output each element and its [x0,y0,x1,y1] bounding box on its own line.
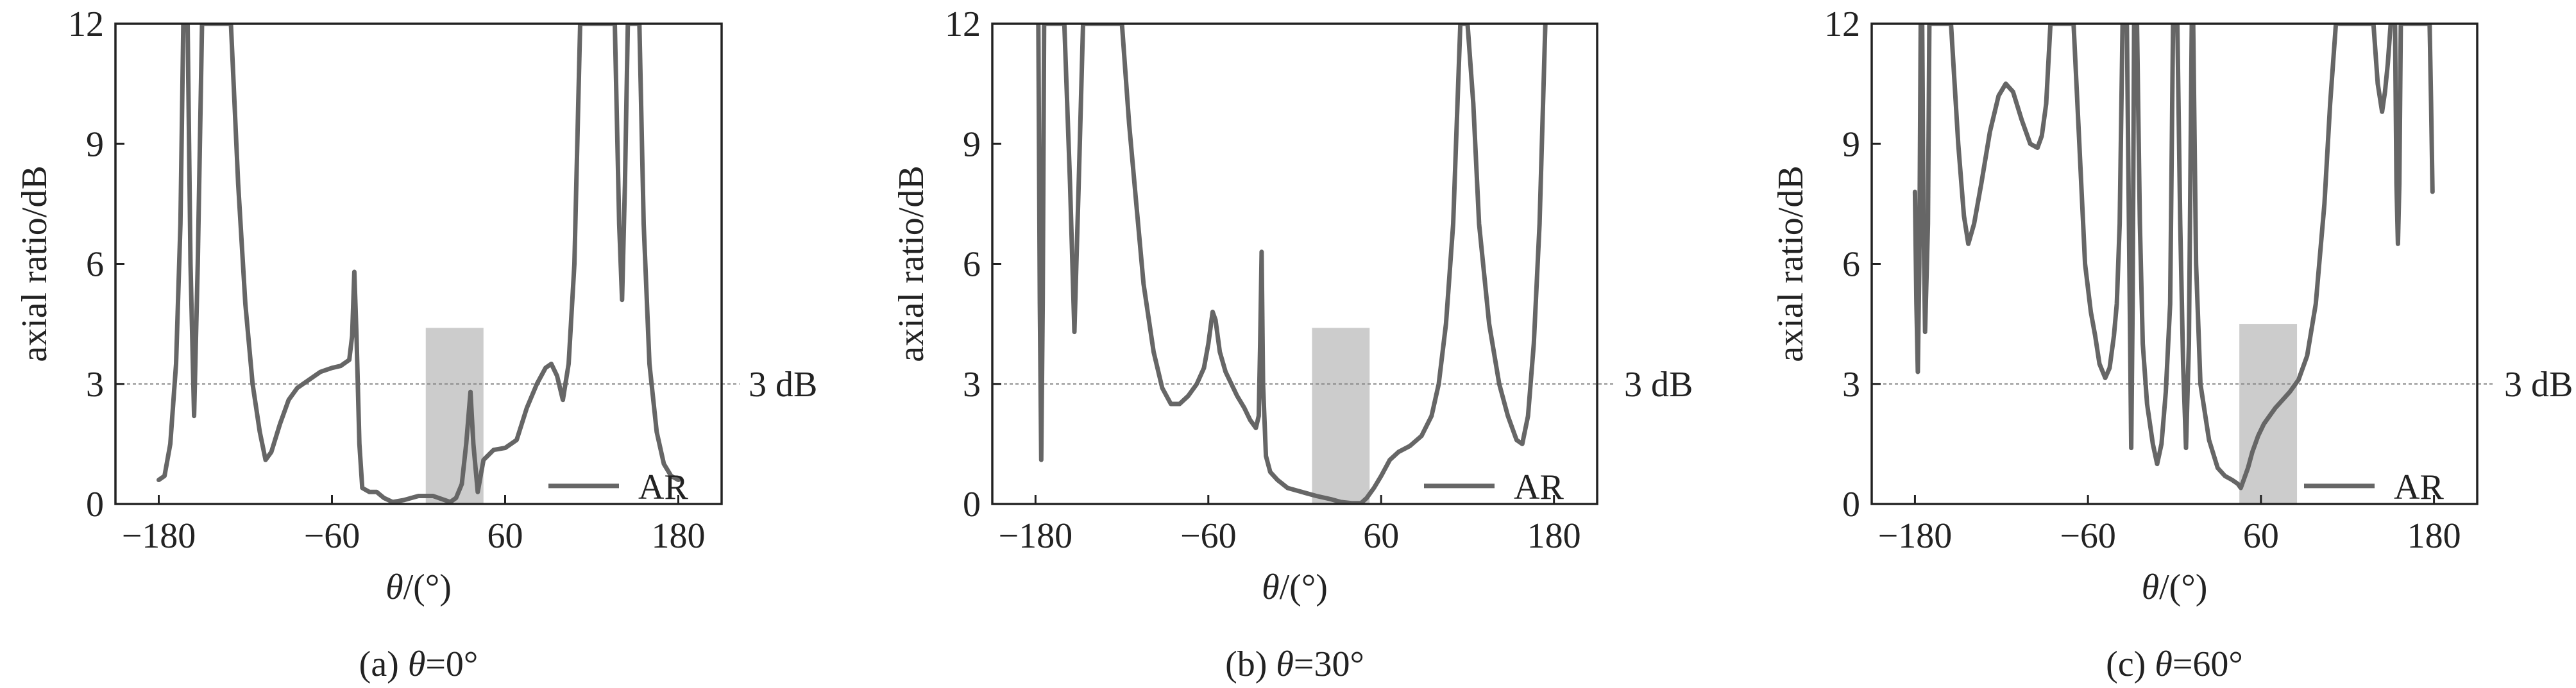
y-tick-label: 0 [86,485,104,524]
x-axis-label: θ/(°) [386,567,452,607]
x-axis-label: θ/(°) [2142,567,2208,607]
x-tick-label: 180 [2407,516,2461,556]
panel-caption: (a) θ=0° [359,644,479,684]
reference-line-label: 3 dB [2504,365,2573,405]
y-tick-label: 0 [963,485,981,524]
x-tick-label: 180 [652,516,706,556]
x-tick-label: 60 [2243,516,2279,556]
y-tick-label: 3 [963,365,981,405]
panel-caption: (b) θ=30° [1225,644,1364,684]
x-tick-label: −180 [1878,516,1953,556]
chart-panel-2: 3 dB −180 −60 60 180 0 3 6 9 12 axial ratio/dB θ/(°… [892,4,1693,684]
series-line-ar [1912,24,2435,491]
y-axis-label: axial ratio/dB [892,165,931,362]
legend-label: AR [638,467,688,507]
x-tick-label: −60 [304,516,360,556]
reference-line-label: 3 dB [1624,365,1693,405]
panel-caption: (c) θ=60° [2106,644,2243,684]
y-axis-label: axial ratio/dB [15,165,55,362]
x-tick-label: −60 [1180,516,1237,556]
highlight-band [1312,328,1370,504]
legend-label: AR [2394,467,2444,507]
y-tick-label: 9 [1842,124,1860,164]
x-tick-label: 60 [487,516,523,556]
x-tick-label: −180 [999,516,1073,556]
y-tick-label: 6 [963,245,981,285]
plot-frame [114,22,723,505]
x-tick-label: −180 [122,516,196,556]
x-axis-label: θ/(°) [1262,567,1328,607]
x-tick-label: 60 [1363,516,1399,556]
y-tick-label: 6 [86,245,104,285]
highlight-band [2239,324,2298,504]
x-tick-label: −60 [2060,516,2116,556]
y-tick-label: 12 [945,4,981,44]
y-tick-label: 6 [1842,245,1860,285]
chart-panel-1: 3 dB −180 −60 60 180 0 3 6 9 12 axial ratio/dB θ/(°… [15,4,817,684]
y-tick-label: 0 [1842,485,1860,524]
chart-panel-3: 3 dB −180 −60 60 180 0 3 6 9 12 axial ratio/dB θ/(°… [1771,4,2573,684]
y-tick-label: 3 [1842,365,1860,405]
y-axis-label: axial ratio/dB [1771,165,1811,362]
y-tick-label: 12 [1824,4,1860,44]
x-tick-label: 180 [1527,516,1581,556]
series-line-ar [1036,24,1548,504]
reference-line-label: 3 dB [749,365,817,405]
legend-label: AR [1514,467,1564,507]
y-tick-label: 9 [86,124,104,164]
y-tick-label: 12 [68,4,104,44]
y-tick-label: 9 [963,124,981,164]
y-tick-label: 3 [86,365,104,405]
series-line-ar [157,24,681,504]
